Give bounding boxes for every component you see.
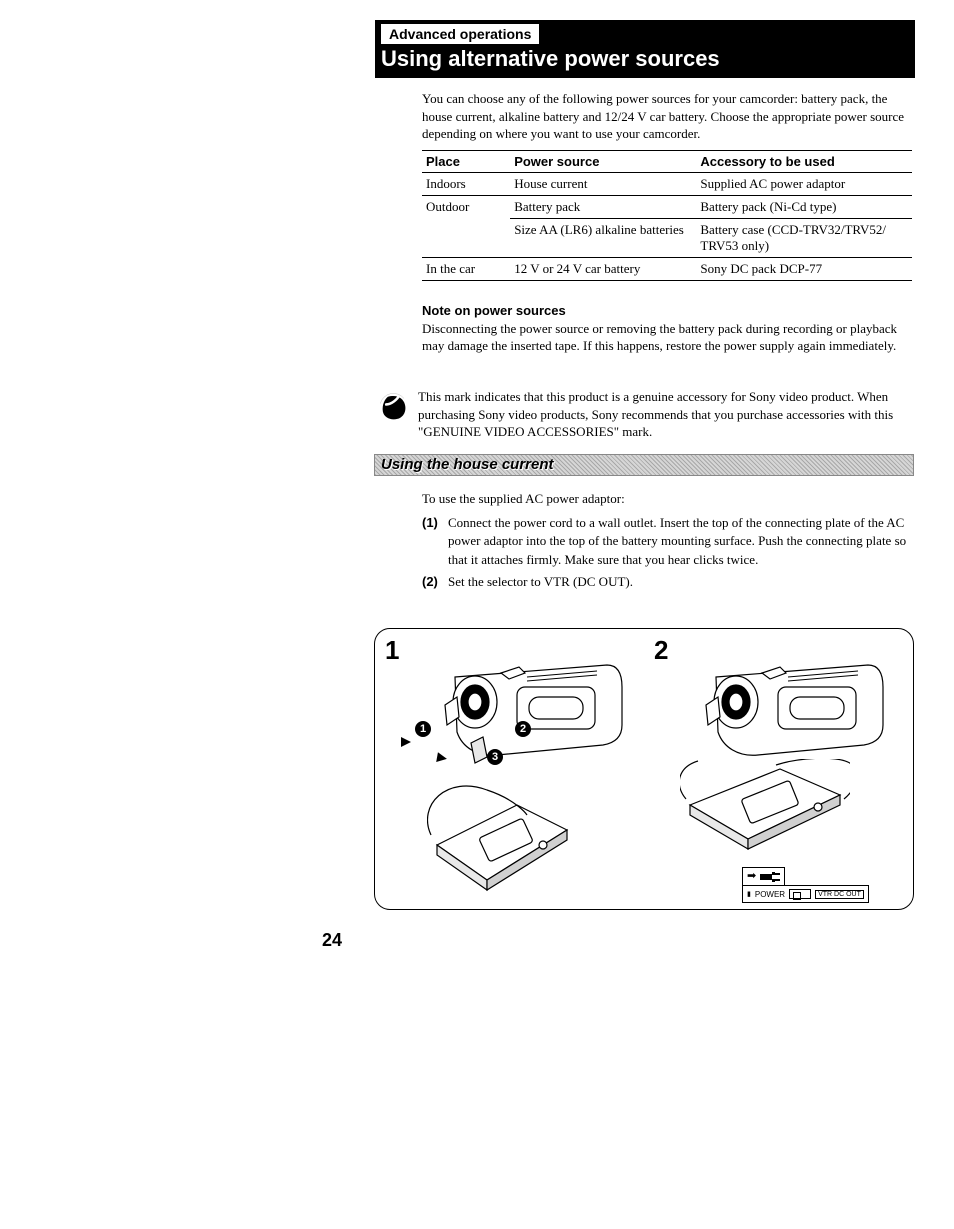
step-text: Connect the power cord to a wall outlet.…: [448, 514, 912, 569]
callout-2: 2: [515, 721, 531, 737]
power-jack-icon: ▮: [747, 890, 751, 898]
subsection-title: Using the house current: [375, 455, 913, 474]
note-block: Note on power sources Disconnecting the …: [422, 302, 912, 355]
arrow-icon: [436, 752, 448, 764]
col-power-source: Power source: [510, 151, 696, 173]
power-label: POWER: [755, 890, 785, 899]
section-title: Using alternative power sources: [375, 44, 915, 72]
step-number: (1): [422, 514, 448, 569]
ac-adaptor-illustration: [680, 759, 850, 855]
ac-adaptor-illustration: [427, 785, 577, 895]
section-intro: To use the supplied AC power adaptor:: [422, 490, 912, 508]
genuine-accessory-icon: [376, 390, 410, 424]
panel-number: 2: [654, 635, 668, 666]
figure-panel-2: 2: [644, 629, 913, 909]
table-row: Indoors House current Supplied AC power …: [422, 173, 912, 196]
table-body: Indoors House current Supplied AC power …: [422, 173, 912, 281]
arrow-right-icon: ➡: [747, 871, 756, 882]
figure-panel-1: 1: [375, 629, 644, 909]
panel-number: 1: [385, 635, 399, 666]
advanced-operations-tag: Advanced operations: [381, 24, 539, 44]
col-accessory: Accessory to be used: [696, 151, 912, 173]
plug-icon: [760, 872, 780, 882]
genuine-mark-text: This mark indicates that this product is…: [418, 388, 916, 441]
note-body: Disconnecting the power source or removi…: [422, 320, 912, 355]
step-list: (1) Connect the power cord to a wall out…: [422, 514, 912, 591]
power-source-table: Place Power source Accessory to be used …: [422, 150, 912, 281]
step-number: (2): [422, 573, 448, 591]
camcorder-illustration: [417, 647, 627, 767]
arrow-icon: [401, 737, 411, 747]
page-number: 24: [322, 930, 342, 951]
illustration-figure: 1: [374, 628, 914, 910]
callout-3: 3: [487, 749, 503, 765]
subsection-header: Using the house current: [374, 454, 914, 476]
camcorder-illustration: [678, 647, 888, 767]
house-current-section: To use the supplied AC power adaptor: (1…: [422, 490, 912, 595]
section-header: Advanced operations Using alternative po…: [375, 20, 915, 78]
intro-paragraph: You can choose any of the following powe…: [422, 90, 912, 143]
table-row: Size AA (LR6) alkaline batteries Battery…: [422, 219, 912, 258]
step-text: Set the selector to VTR (DC OUT).: [448, 573, 633, 591]
note-title: Note on power sources: [422, 302, 912, 320]
genuine-mark-block: This mark indicates that this product is…: [376, 388, 916, 441]
callout-1: 1: [415, 721, 431, 737]
table-row: Outdoor Battery pack Battery pack (Ni-Cd…: [422, 196, 912, 219]
switch-slot-icon: [789, 889, 811, 899]
selector-switch-detail: ➡: [742, 867, 785, 886]
col-place: Place: [422, 151, 510, 173]
step-item: (1) Connect the power cord to a wall out…: [422, 514, 912, 569]
vtr-label: VTR DC OUT: [815, 890, 864, 899]
table-row: In the car 12 V or 24 V car battery Sony…: [422, 258, 912, 281]
step-item: (2) Set the selector to VTR (DC OUT).: [422, 573, 912, 591]
selector-switch-labels: ▮ POWER VTR DC OUT: [742, 885, 869, 903]
table-header-row: Place Power source Accessory to be used: [422, 151, 912, 173]
